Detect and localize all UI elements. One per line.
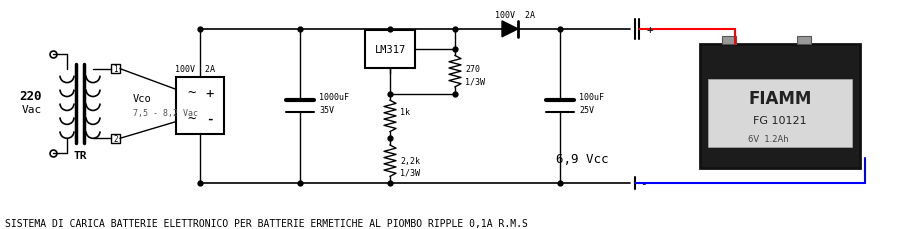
- Text: 1k: 1k: [400, 107, 410, 116]
- Bar: [365, 31, 415, 68]
- Text: FIAMM: FIAMM: [748, 89, 812, 107]
- Text: 270: 270: [465, 65, 480, 74]
- Bar: [797, 37, 811, 45]
- Text: Vac: Vac: [22, 105, 42, 115]
- Text: 220: 220: [20, 90, 42, 103]
- Text: 25V: 25V: [579, 106, 594, 115]
- Text: 2,2k: 2,2k: [400, 156, 420, 165]
- Text: 1000uF: 1000uF: [319, 92, 349, 101]
- Bar: [111, 134, 120, 143]
- Text: ~: ~: [188, 86, 196, 100]
- Text: -: -: [206, 112, 214, 125]
- Bar: [722, 37, 735, 45]
- Text: 6V  1.2Ah: 6V 1.2Ah: [748, 135, 788, 144]
- Text: TR: TR: [73, 150, 86, 161]
- Text: FG 10121: FG 10121: [753, 115, 806, 125]
- Text: SISTEMA DI CARICA BATTERIE ELETTRONICO PER BATTERIE ERMETICHE AL PIOMBO RIPPLE 0: SISTEMA DI CARICA BATTERIE ELETTRONICO P…: [5, 218, 528, 228]
- Bar: [708, 79, 852, 147]
- Text: 35V: 35V: [319, 106, 334, 115]
- Text: 7,5 - 8,2 Vac: 7,5 - 8,2 Vac: [133, 109, 198, 117]
- Text: 100V  2A: 100V 2A: [495, 11, 535, 20]
- Text: +: +: [647, 25, 654, 35]
- Text: 100uF: 100uF: [579, 92, 604, 101]
- Text: ~: ~: [188, 112, 196, 126]
- Text: 2: 2: [113, 134, 118, 143]
- Text: 1: 1: [113, 65, 118, 74]
- Bar: [111, 65, 120, 74]
- Text: LM317: LM317: [374, 45, 405, 55]
- Text: 1/3W: 1/3W: [465, 77, 485, 86]
- Text: +: +: [206, 86, 214, 100]
- Text: -: -: [640, 178, 646, 188]
- Text: 100V  2A: 100V 2A: [175, 65, 215, 74]
- Text: Vco: Vco: [133, 94, 152, 104]
- Text: 6,9 Vcc: 6,9 Vcc: [556, 152, 609, 165]
- Bar: [176, 77, 224, 135]
- Bar: [700, 45, 860, 168]
- Text: 1/3W: 1/3W: [400, 168, 420, 177]
- Polygon shape: [502, 22, 518, 38]
